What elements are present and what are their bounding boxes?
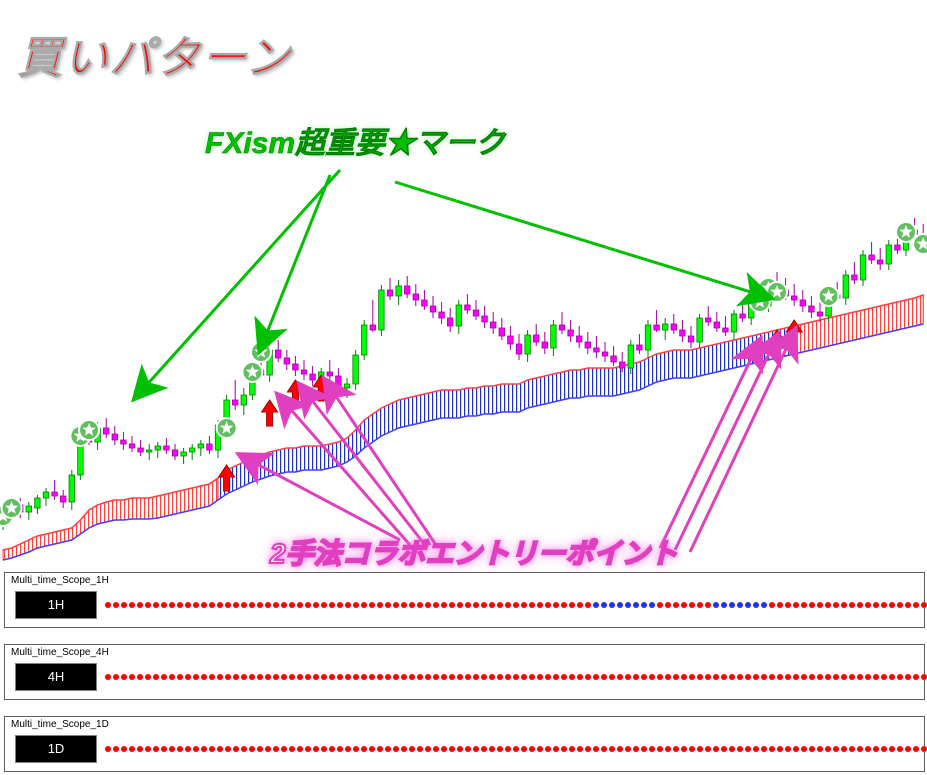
ichimoku-cloud <box>3 295 923 560</box>
tf-label-box: 1D <box>15 735 97 763</box>
green-annotation-label: FXism超重要★マーク <box>205 118 505 162</box>
tf-dots <box>105 673 920 681</box>
star-markers <box>0 222 927 526</box>
tf-dots <box>105 601 920 609</box>
tf-panel-1H: Multi_time_Scope_1H 1H <box>4 572 925 628</box>
tf-panel-4H: Multi_time_Scope_4H 4H <box>4 644 925 700</box>
tf-dots <box>105 745 920 753</box>
tf-label-box: 4H <box>15 663 97 691</box>
candlesticks <box>0 218 926 530</box>
pink-annotation-label: 2手法コラボエントリーポイント <box>270 532 678 572</box>
main-title: 買いパターン <box>18 22 292 86</box>
tf-panel-name: Multi_time_Scope_1H <box>11 575 109 586</box>
tf-panel-name: Multi_time_Scope_4H <box>11 647 109 658</box>
tf-panel-1D: Multi_time_Scope_1D 1D <box>4 716 925 772</box>
tf-label-box: 1H <box>15 591 97 619</box>
tf-panel-name: Multi_time_Scope_1D <box>11 719 109 730</box>
